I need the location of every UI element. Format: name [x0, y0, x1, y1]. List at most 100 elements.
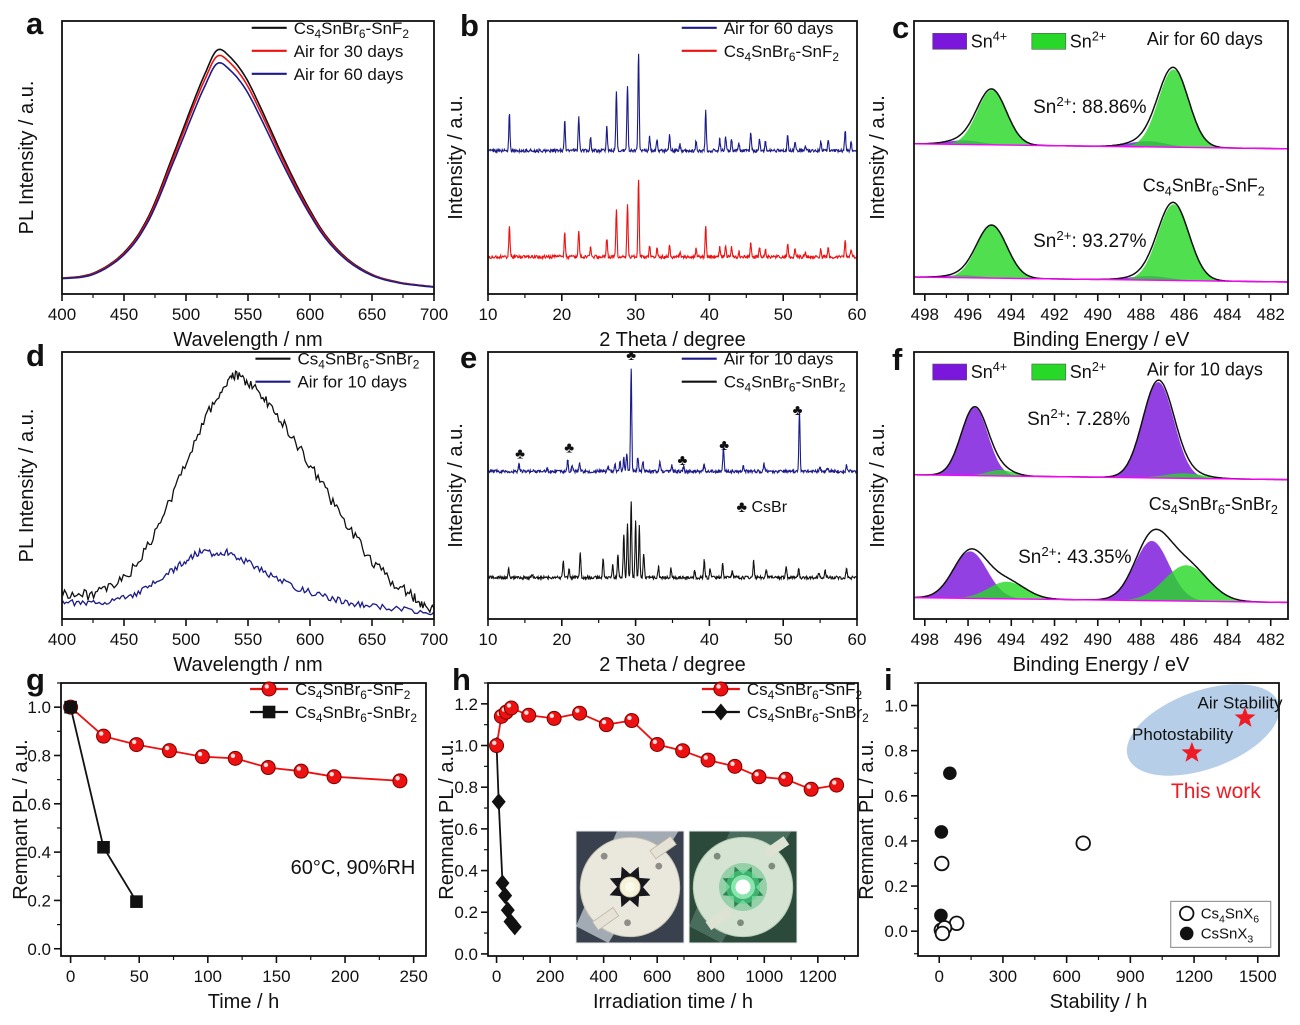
chart-canvas-g: 0 50 100 150 200 250 Time / h 0.0 0.2 0.4 0.6 0.8 1.…: [10, 680, 428, 1013]
panel-f: 498 496 494 492 490 488 486 484 482 Binding Energ…: [867, 338, 1298, 676]
x-tick-label: 30: [626, 305, 645, 324]
y-axis: Intensity / a.u.: [445, 423, 467, 548]
y-tick-label: 0.6: [454, 820, 478, 839]
x-tick-label: 1500: [1239, 967, 1277, 986]
series-c-1: [913, 201, 1289, 283]
panel-letter-g: g: [26, 662, 45, 697]
y-axis: Intensity / a.u.: [445, 95, 467, 220]
led-on-photo: [688, 830, 798, 944]
x-tick-label: 150: [262, 967, 290, 986]
chart-canvas-d: 400 450 500 550 600 650 700 Wavelength / nm PL I…: [16, 350, 448, 676]
y-tick-label: 0.4: [884, 832, 908, 851]
x-tick-label: 1200: [799, 967, 837, 986]
x-tick-label: 482: [1257, 630, 1285, 649]
x-tick-label: 494: [997, 630, 1025, 649]
x-tick-label: 1000: [745, 967, 783, 986]
x-tick-label: 488: [1127, 305, 1155, 324]
x-tick-label: 496: [954, 305, 982, 324]
csbr-peak-markers: ♣ ♣ ♣ ♣ ♣ ♣: [515, 347, 802, 469]
legend-item-label: Cs4SnBr6-SnF2: [724, 42, 840, 64]
x-axis: 0 200 400 600 800 1000 1200 Irradiation time / …: [492, 956, 846, 1013]
x-tick-label: 40: [700, 305, 719, 324]
series-a-1: [61, 54, 435, 288]
chart-canvas-c: 498 496 494 492 490 488 486 484 482 Binding Energ…: [867, 20, 1289, 351]
series-c-0: [913, 66, 1289, 150]
series-f-1: [913, 528, 1289, 604]
y-tick-label: 0.2: [454, 903, 478, 922]
x-tick-label: 100: [194, 967, 222, 986]
y-tick-label: 0.6: [884, 787, 908, 806]
y-axis-title: Intensity / a.u.: [867, 423, 889, 548]
x-tick-label: 400: [48, 305, 76, 324]
x-tick-label: 498: [911, 305, 939, 324]
legend-item-label: Cs4SnX6: [1201, 905, 1260, 925]
series-e-0: [488, 368, 858, 475]
x-tick-label: 494: [997, 305, 1025, 324]
x-tick-label: 490: [1084, 305, 1112, 324]
club-icon: ♣: [564, 440, 574, 457]
sample-label: Cs4SnBr6-SnF2: [1143, 176, 1265, 199]
x-axis-title: Wavelength / nm: [173, 654, 322, 676]
series-a-0: [61, 48, 435, 288]
legend-f: Sn4+ Sn2+: [932, 360, 1106, 382]
panel-letter-b: b: [460, 8, 479, 43]
x-tick-label: 50: [130, 967, 149, 986]
series-i-2: [1181, 707, 1256, 762]
panel-c: 498 496 494 492 490 488 486 484 482 Binding Energ…: [867, 6, 1298, 351]
series-e-1: [487, 501, 858, 582]
star-icon: [1234, 707, 1256, 727]
x-tick-label: 60: [848, 630, 867, 649]
plot-frame: [487, 682, 859, 957]
x-axis-title: Binding Energy / eV: [1013, 654, 1190, 676]
legend-e: Air for 10 days Cs4SnBr6-SnBr2: [681, 350, 846, 395]
this-work-label: This work: [1171, 780, 1261, 803]
x-tick-label: 600: [1052, 967, 1080, 986]
panel-letter-f: f: [892, 342, 903, 377]
panel-i: 0 300 600 900 1200 1500 Stability / h 0.0 0.2 0.4…: [856, 664, 1298, 1022]
y-axis: 0.0 0.2 0.4 0.6 0.8 1.0 Remnant PL / a.u.: [10, 682, 61, 959]
y-axis: PL Intensity / a.u.: [16, 81, 38, 235]
y-tick-label: 0.0: [27, 940, 51, 959]
x-tick-label: 482: [1257, 305, 1285, 324]
legend-item-label: Air for 60 days: [294, 65, 404, 84]
series-h-1: [489, 700, 845, 797]
y-axis-title: Remnant PL / a.u.: [10, 739, 32, 899]
y-axis: Intensity / a.u.: [867, 423, 889, 548]
x-axis-title: 2 Theta / degree: [599, 654, 745, 676]
club-icon: ♣: [678, 452, 688, 469]
x-tick-label: 700: [420, 630, 448, 649]
y-tick-label: 1.2: [454, 695, 478, 714]
legend-b: Air for 60 days Cs4SnBr6-SnF2: [681, 19, 840, 64]
x-tick-label: 492: [1040, 630, 1068, 649]
sample-label: Cs4SnBr6-SnBr2: [1149, 494, 1278, 517]
panel-letter-a: a: [26, 6, 44, 41]
x-axis-title: Binding Energy / eV: [1013, 329, 1190, 351]
x-tick-label: 650: [358, 305, 386, 324]
legend-item-label: Cs4SnBr6-SnBr2: [747, 703, 869, 725]
legend-item-label: Cs4SnBr6-SnF2: [747, 680, 863, 702]
series-d-1: [61, 546, 435, 616]
legend-item-label: Sn2+: [1070, 29, 1106, 51]
club-icon: ♣: [719, 437, 729, 454]
series-i-1: [934, 766, 957, 923]
x-tick-label: 50: [774, 630, 793, 649]
club-icon: ♣: [626, 347, 636, 364]
x-tick-label: 496: [954, 630, 982, 649]
plot-frame: [60, 682, 427, 957]
panel-a: 400 450 500 550 600 650 700 Wavelength / nm PL I…: [14, 6, 454, 351]
csbr-legend: ♣ CsBr: [737, 499, 788, 516]
chart-canvas-b: 10 20 30 40 50 60 2 Theta / degree Intensity / …: [445, 19, 866, 351]
y-tick-label: 1.0: [454, 737, 478, 756]
x-tick-label: 1200: [1175, 967, 1213, 986]
y-tick-label: 0.4: [27, 843, 51, 862]
x-tick-label: 550: [234, 630, 262, 649]
plot-frame: [913, 20, 1289, 295]
x-tick-label: 20: [552, 305, 571, 324]
y-axis-title: Intensity / a.u.: [867, 95, 889, 220]
y-tick-label: 0.0: [454, 945, 478, 964]
photostability-label: Photostability: [1132, 725, 1234, 744]
